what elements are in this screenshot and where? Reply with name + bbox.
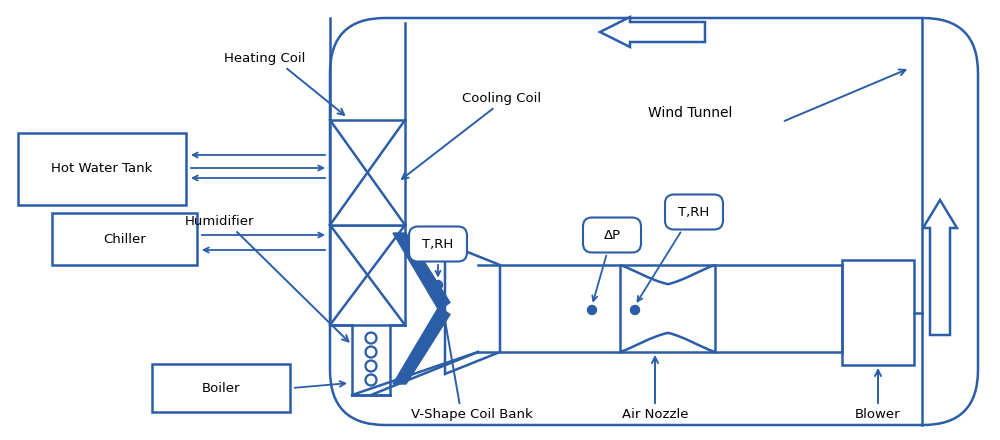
Bar <box>330 225 405 325</box>
FancyBboxPatch shape <box>665 194 723 230</box>
FancyBboxPatch shape <box>583 217 641 253</box>
Text: ΔP: ΔP <box>603 228 621 242</box>
Text: V-Shape Coil Bank: V-Shape Coil Bank <box>411 408 533 421</box>
Text: Hot Water Tank: Hot Water Tank <box>51 162 153 176</box>
Polygon shape <box>393 307 450 384</box>
Text: Cooling Coil: Cooling Coil <box>462 92 541 105</box>
FancyBboxPatch shape <box>330 18 978 425</box>
Bar <box>52 213 197 265</box>
Polygon shape <box>445 243 500 374</box>
Bar <box>330 120 405 225</box>
Circle shape <box>588 305 596 315</box>
Circle shape <box>631 305 640 315</box>
Text: Humidifier: Humidifier <box>185 215 254 228</box>
Text: Air Nozzle: Air Nozzle <box>622 408 688 421</box>
Bar <box>152 364 290 412</box>
Text: Blower: Blower <box>855 408 901 421</box>
Bar <box>842 260 914 365</box>
Text: T,RH: T,RH <box>422 238 454 250</box>
Text: Wind Tunnel: Wind Tunnel <box>648 106 732 120</box>
Text: Boiler: Boiler <box>202 381 240 395</box>
Polygon shape <box>393 233 450 311</box>
Text: Chiller: Chiller <box>103 232 146 246</box>
Text: Heating Coil: Heating Coil <box>224 52 306 65</box>
Circle shape <box>434 281 442 290</box>
FancyArrow shape <box>923 200 957 335</box>
Text: T,RH: T,RH <box>678 205 710 219</box>
FancyArrow shape <box>600 17 705 47</box>
FancyBboxPatch shape <box>409 227 467 261</box>
Bar <box>18 133 186 205</box>
